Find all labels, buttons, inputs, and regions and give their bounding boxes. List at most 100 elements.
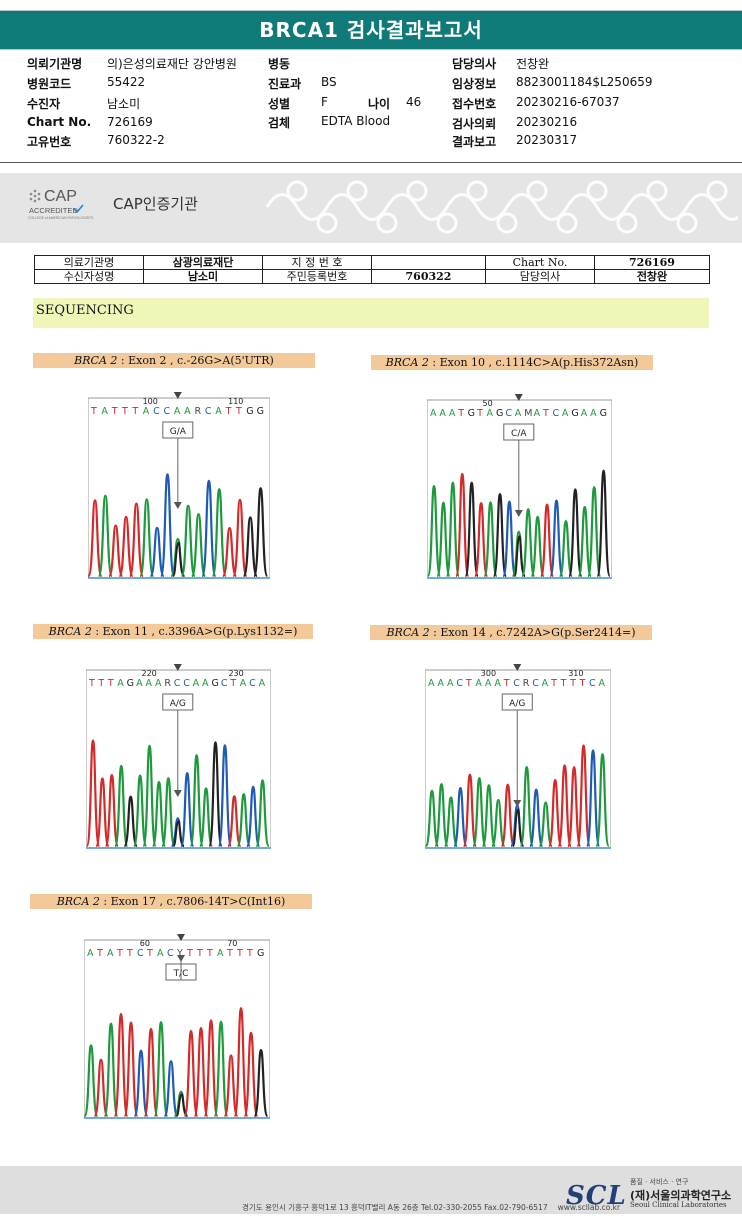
cap-logo: CAP ACCREDITED COLLEGE of AMERICAN PATHO… bbox=[28, 188, 94, 220]
trace-peak bbox=[528, 788, 544, 848]
base-call: R bbox=[523, 678, 530, 689]
base-call: G bbox=[246, 406, 253, 417]
cap-label: CAP인증기관 bbox=[113, 195, 198, 213]
trace-peak bbox=[566, 766, 582, 848]
info-row: 병원코드 55422 bbox=[27, 75, 146, 91]
trace-peak bbox=[243, 1031, 259, 1118]
table-cell: 남소미 bbox=[143, 269, 263, 284]
trace-peak bbox=[201, 479, 217, 578]
base-call: C bbox=[221, 678, 228, 689]
base-call: A bbox=[143, 406, 150, 417]
base-call: A bbox=[437, 678, 444, 689]
trace-peak bbox=[193, 1027, 209, 1118]
base-call: T bbox=[88, 678, 95, 689]
base-call: C bbox=[513, 678, 520, 689]
base-call: A bbox=[117, 678, 124, 689]
cap-logo-text: CAP bbox=[44, 188, 77, 205]
panel-header: BRCA 2 : Exon 11 , c.3396A>G(p.Lys1132=) bbox=[33, 624, 313, 639]
trace-peak bbox=[208, 741, 223, 848]
trace-peak-secondary bbox=[513, 535, 527, 577]
base-call: T bbox=[476, 408, 483, 419]
base-call: A bbox=[155, 678, 162, 689]
base-call: C bbox=[205, 406, 212, 417]
trace-peak bbox=[88, 499, 103, 578]
trace-peak bbox=[132, 774, 148, 848]
trace-peak bbox=[153, 1021, 169, 1118]
trace-peak bbox=[483, 501, 498, 578]
base-call: T bbox=[121, 406, 128, 417]
base-call: T bbox=[236, 948, 243, 959]
trace-peak bbox=[159, 473, 176, 578]
trace-peak bbox=[149, 526, 165, 578]
trace-peak bbox=[203, 1019, 219, 1118]
base-call: C bbox=[532, 678, 539, 689]
position-label: 60 bbox=[140, 939, 150, 948]
trace-peak bbox=[443, 796, 459, 848]
trace-peak bbox=[217, 744, 233, 848]
base-call: T bbox=[235, 406, 242, 417]
trace-peak bbox=[586, 486, 602, 578]
base-call: A bbox=[475, 678, 482, 689]
base-call: C bbox=[183, 678, 190, 689]
trace-peak bbox=[232, 498, 248, 578]
base-call: T bbox=[465, 678, 472, 689]
base-call: A bbox=[599, 678, 606, 689]
position-label: 100 bbox=[143, 397, 158, 406]
arrow-down-icon bbox=[173, 790, 182, 797]
position-label: 110 bbox=[228, 397, 243, 406]
arrow-down-icon bbox=[177, 934, 185, 941]
info-row: 성별 F 나이 46 bbox=[268, 95, 422, 111]
gene-label: BRCA 2 bbox=[48, 625, 92, 638]
trace-peak bbox=[245, 785, 261, 848]
chromatogram-trace: 50A A A T G T A G C A M A T C A G A A GC/A bbox=[427, 394, 612, 579]
trace-peak-secondary bbox=[172, 541, 186, 577]
info-row: 수진자 남소미 bbox=[27, 97, 141, 111]
info-row: 담당의사 전창완 bbox=[452, 57, 550, 71]
cap-accreditation-band bbox=[0, 173, 742, 243]
trace-peak bbox=[436, 501, 451, 578]
trace-peak-secondary bbox=[175, 1093, 189, 1117]
trace-peak bbox=[179, 772, 195, 848]
base-call: A bbox=[217, 948, 224, 959]
table-cell: 지 정 번 호 bbox=[262, 255, 372, 270]
base-call: C bbox=[552, 408, 559, 419]
trace-peak bbox=[427, 484, 442, 578]
base-call: A bbox=[215, 406, 222, 417]
base-call: T bbox=[246, 948, 253, 959]
base-call: A bbox=[515, 408, 522, 419]
base-call: G bbox=[571, 408, 578, 419]
arrow-down-icon bbox=[173, 392, 182, 399]
table-cell: 전창완 bbox=[594, 269, 710, 284]
table-cell: 760322 bbox=[371, 269, 486, 284]
panel-header: BRCA 2 : Exon 14 , c.7242A>G(p.Ser2414=) bbox=[370, 625, 652, 640]
info-row: 검체 EDTA Blood bbox=[268, 114, 391, 130]
variant-label: : Exon 17 , c.7806-14T>C(Int16) bbox=[99, 895, 286, 908]
trace-peak bbox=[462, 773, 478, 848]
trace-peak bbox=[253, 1048, 269, 1118]
base-call: C bbox=[456, 678, 463, 689]
base-call: A bbox=[174, 406, 181, 417]
info-row: Chart No. 726169 bbox=[27, 115, 153, 129]
decorative-swirl-pattern bbox=[265, 180, 738, 234]
base-call: T bbox=[96, 948, 103, 959]
info-row: 병동 bbox=[268, 57, 291, 71]
panel-header: BRCA 2 : Exon 17 , c.7806-14T>C(Int16) bbox=[30, 894, 312, 909]
check-icon bbox=[73, 204, 84, 214]
info-row: 검사의뢰 20230216 bbox=[452, 115, 578, 131]
arrow-down-icon bbox=[514, 510, 523, 517]
trace-peak bbox=[93, 1058, 109, 1118]
base-call: C bbox=[505, 408, 512, 419]
footer-address: 경기도 용인시 기흥구 흥덕1로 13 흥덕IT밸리 A동 26층 Tel.02… bbox=[242, 1203, 621, 1212]
gene-label: BRCA 2 bbox=[74, 354, 118, 367]
trace-peak bbox=[133, 1049, 149, 1118]
base-call: A bbox=[87, 948, 94, 959]
trace-peak bbox=[128, 502, 145, 578]
base-call: T bbox=[107, 678, 114, 689]
cap-college-text: COLLEGE of AMERICAN PATHOLOGISTS bbox=[28, 216, 94, 220]
trace-peak bbox=[139, 498, 155, 578]
trace-peak bbox=[107, 524, 124, 578]
position-label: 300 bbox=[481, 669, 496, 678]
base-call: A bbox=[439, 408, 446, 419]
variant-label: : Exon 11 , c.3396A>G(p.Lys1132=) bbox=[91, 625, 298, 638]
base-call: A bbox=[101, 406, 108, 417]
